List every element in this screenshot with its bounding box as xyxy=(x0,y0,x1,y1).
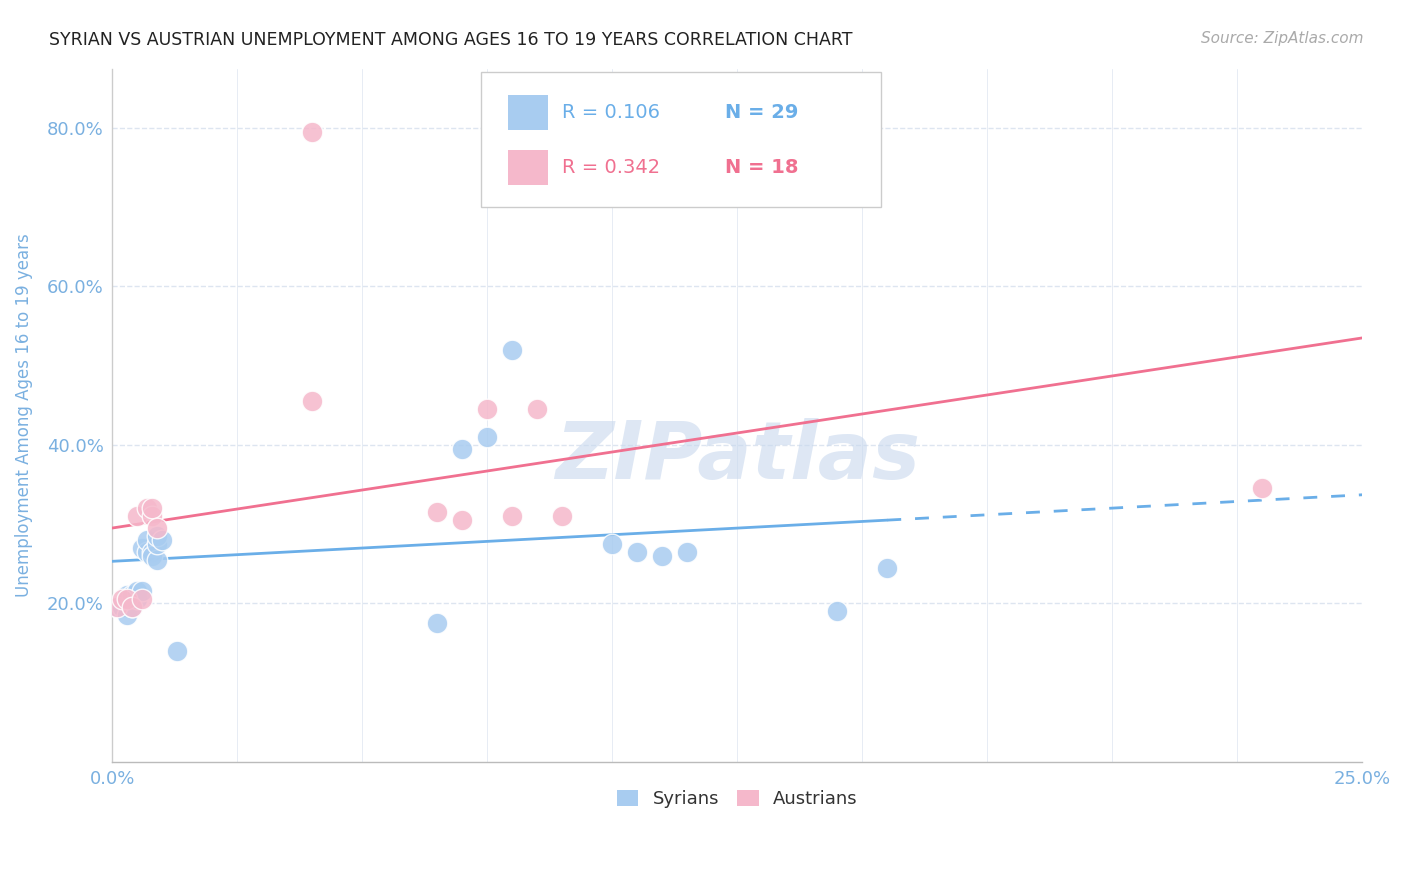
Point xyxy=(1251,482,1274,496)
Point xyxy=(501,343,523,357)
Legend: Syrians, Austrians: Syrians, Austrians xyxy=(609,782,865,815)
Point xyxy=(115,588,138,602)
Point xyxy=(146,521,169,535)
Point xyxy=(141,545,163,559)
Point xyxy=(127,509,149,524)
Point xyxy=(166,644,188,658)
Text: R = 0.106: R = 0.106 xyxy=(562,103,661,121)
Point xyxy=(115,608,138,623)
Text: Source: ZipAtlas.com: Source: ZipAtlas.com xyxy=(1201,31,1364,46)
Point xyxy=(131,592,153,607)
Point xyxy=(301,125,323,139)
Point xyxy=(136,533,159,547)
Point xyxy=(426,505,449,519)
Point xyxy=(451,513,474,527)
Point xyxy=(626,545,648,559)
Point xyxy=(131,541,153,555)
Point xyxy=(551,509,574,524)
Point xyxy=(111,600,134,615)
Point xyxy=(477,430,499,444)
Point xyxy=(105,600,128,615)
Y-axis label: Unemployment Among Ages 16 to 19 years: Unemployment Among Ages 16 to 19 years xyxy=(15,234,32,597)
Point xyxy=(676,545,699,559)
Point xyxy=(141,549,163,563)
Point xyxy=(451,442,474,456)
Point xyxy=(121,588,143,602)
Point xyxy=(827,604,849,618)
Point xyxy=(127,584,149,599)
Point xyxy=(127,592,149,607)
Point xyxy=(876,560,898,574)
FancyBboxPatch shape xyxy=(481,72,882,207)
Point xyxy=(141,501,163,516)
Point xyxy=(136,545,159,559)
Point xyxy=(131,584,153,599)
Point xyxy=(111,592,134,607)
Point xyxy=(115,592,138,607)
Point xyxy=(121,600,143,615)
Point xyxy=(146,537,169,551)
Point xyxy=(651,549,673,563)
Point xyxy=(146,529,169,543)
Point xyxy=(426,616,449,631)
Point xyxy=(600,537,623,551)
Point xyxy=(526,402,548,417)
Point xyxy=(105,600,128,615)
Text: SYRIAN VS AUSTRIAN UNEMPLOYMENT AMONG AGES 16 TO 19 YEARS CORRELATION CHART: SYRIAN VS AUSTRIAN UNEMPLOYMENT AMONG AG… xyxy=(49,31,852,49)
Text: R = 0.342: R = 0.342 xyxy=(562,158,661,178)
Point xyxy=(121,600,143,615)
Point xyxy=(150,533,173,547)
Point xyxy=(136,501,159,516)
Text: ZIPatlas: ZIPatlas xyxy=(555,417,920,496)
Bar xyxy=(509,151,548,185)
Text: N = 18: N = 18 xyxy=(724,158,799,178)
Point xyxy=(501,509,523,524)
Point xyxy=(141,509,163,524)
Bar xyxy=(509,95,548,129)
Point xyxy=(477,402,499,417)
Text: N = 29: N = 29 xyxy=(724,103,799,121)
Point xyxy=(146,553,169,567)
Point xyxy=(301,394,323,409)
